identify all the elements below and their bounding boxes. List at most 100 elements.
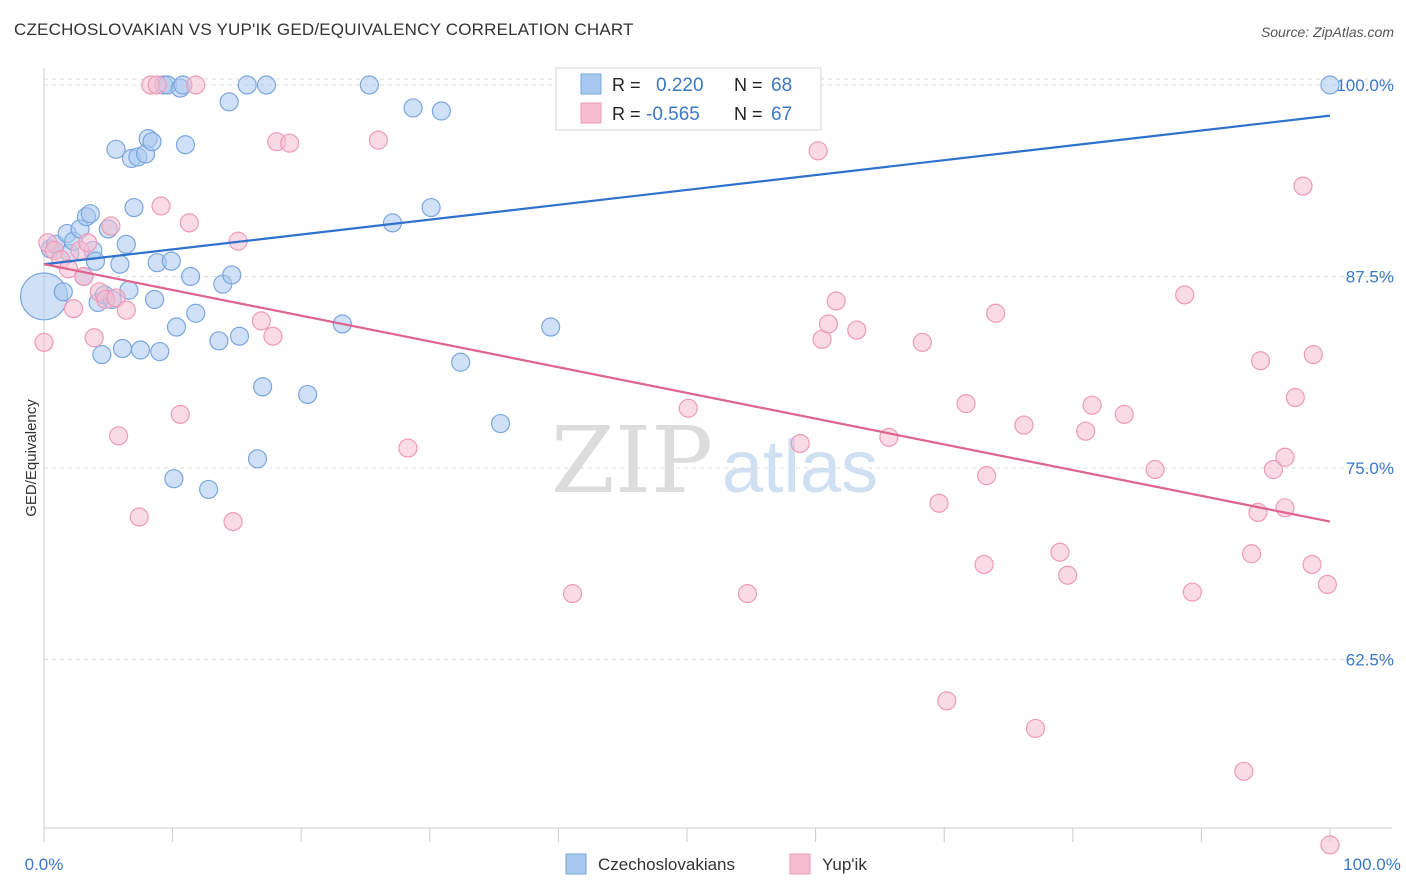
bottom-legend-swatch-czechoslovakians: [565, 853, 587, 875]
legend-r-label-1: R =: [612, 75, 641, 95]
point-czechoslovakians: [541, 317, 561, 337]
legend-n-label-2: N =: [734, 104, 763, 124]
point-czechoslovakians: [451, 352, 471, 372]
point-czechoslovakians: [53, 282, 73, 302]
point-czechoslovakians: [142, 132, 162, 152]
stats-legend: R = 0.220 N = 68 R = -0.565 N = 67: [555, 67, 822, 131]
point-yupik: [1182, 582, 1202, 602]
point-czechoslovakians: [85, 251, 106, 271]
point-yupik: [1082, 395, 1102, 415]
point-yupik: [826, 291, 846, 311]
point-yupik: [1050, 542, 1070, 562]
point-yupik: [1285, 387, 1305, 408]
axes-layer: [43, 68, 1392, 842]
point-czechoslovakians: [253, 377, 273, 397]
source-credit: Source: ZipAtlas.com: [1260, 24, 1394, 40]
point-yupik: [1175, 285, 1195, 305]
point-czechoslovakians: [229, 326, 250, 346]
point-czechoslovakians: [186, 303, 206, 323]
point-yupik: [937, 691, 957, 711]
point-yupik: [280, 133, 300, 153]
point-yupik: [1317, 574, 1338, 595]
point-yupik: [808, 141, 828, 161]
point-yupik: [678, 398, 698, 418]
point-czechoslovakians: [106, 139, 126, 159]
watermark: ZIP atlas: [551, 407, 878, 514]
grid-layer: 62.5% 75.0% 87.5% 100.0%: [44, 76, 1394, 669]
point-czechoslovakians: [110, 254, 130, 274]
point-czechoslovakians: [237, 75, 257, 95]
point-yupik: [1275, 447, 1295, 467]
point-czechoslovakians: [92, 345, 112, 365]
point-yupik: [1114, 404, 1134, 424]
point-czechoslovakians: [298, 384, 318, 405]
legend-n-value-2: 67: [771, 104, 792, 125]
point-yupik: [368, 130, 388, 150]
point-yupik: [1014, 415, 1034, 435]
point-yupik: [1303, 345, 1323, 365]
point-yupik: [398, 438, 418, 458]
point-yupik: [818, 314, 839, 334]
point-yupik: [63, 299, 84, 319]
y-axis-label: GED/Equivalency: [23, 399, 40, 517]
point-yupik: [1058, 565, 1078, 585]
point-czechoslovakians: [124, 197, 144, 218]
point-yupik: [129, 507, 149, 527]
point-czechoslovakians: [116, 234, 136, 254]
trendline-czechoslovakians: [43, 114, 1331, 266]
point-yupik: [78, 233, 98, 253]
point-czechoslovakians: [421, 197, 441, 218]
point-czechoslovakians: [164, 469, 184, 489]
point-czechoslovakians: [222, 265, 242, 285]
point-yupik: [101, 216, 121, 236]
point-yupik: [170, 404, 190, 424]
series-legend: Czechoslovakians Yup'ik: [565, 853, 867, 875]
point-yupik: [84, 328, 104, 348]
point-yupik: [179, 213, 199, 233]
point-yupik: [263, 326, 283, 346]
point-czechoslovakians: [256, 75, 277, 95]
point-yupik: [1293, 176, 1313, 196]
point-yupik: [1145, 459, 1165, 480]
point-czechoslovakians: [219, 92, 239, 112]
point-yupik: [790, 433, 810, 454]
point-czechoslovakians: [80, 204, 100, 224]
y-tick-label: 100.0%: [1336, 76, 1394, 95]
point-yupik: [847, 320, 867, 340]
legend-n-label-1: N =: [734, 75, 763, 95]
bottom-legend-label-czechoslovakians: Czechoslovakians: [598, 855, 735, 874]
point-yupik: [1320, 835, 1340, 855]
point-yupik: [116, 300, 136, 320]
point-czechoslovakians: [199, 479, 219, 500]
point-czechoslovakians: [181, 266, 201, 287]
point-yupik: [151, 196, 171, 216]
point-yupik: [1234, 761, 1254, 781]
point-czechoslovakians: [431, 101, 451, 121]
point-yupik: [106, 288, 126, 308]
point-czechoslovakians: [359, 75, 379, 95]
legend-n-value-1: 68: [771, 75, 792, 96]
y-tick-label: 87.5%: [1346, 267, 1394, 286]
point-yupik: [737, 584, 758, 604]
legend-swatch-yupik: [580, 102, 602, 124]
points-layer: [20, 75, 1340, 855]
point-czechoslovakians: [403, 98, 423, 118]
point-czechoslovakians: [112, 338, 133, 359]
point-czechoslovakians: [490, 413, 511, 434]
point-yupik: [1241, 544, 1262, 564]
point-yupik: [974, 554, 994, 575]
point-yupik: [147, 75, 167, 95]
point-yupik: [108, 426, 129, 446]
point-yupik: [251, 311, 271, 331]
point-yupik: [977, 466, 997, 486]
trend-layer: [43, 114, 1331, 523]
point-yupik: [1302, 554, 1322, 575]
point-yupik: [223, 511, 243, 532]
point-yupik: [929, 493, 949, 513]
point-yupik: [562, 584, 583, 604]
y-tick-label: 62.5%: [1346, 650, 1394, 669]
point-czechoslovakians: [144, 289, 165, 310]
x-tick-label-max: 100.0%: [1343, 855, 1401, 874]
point-czechoslovakians: [209, 331, 229, 351]
